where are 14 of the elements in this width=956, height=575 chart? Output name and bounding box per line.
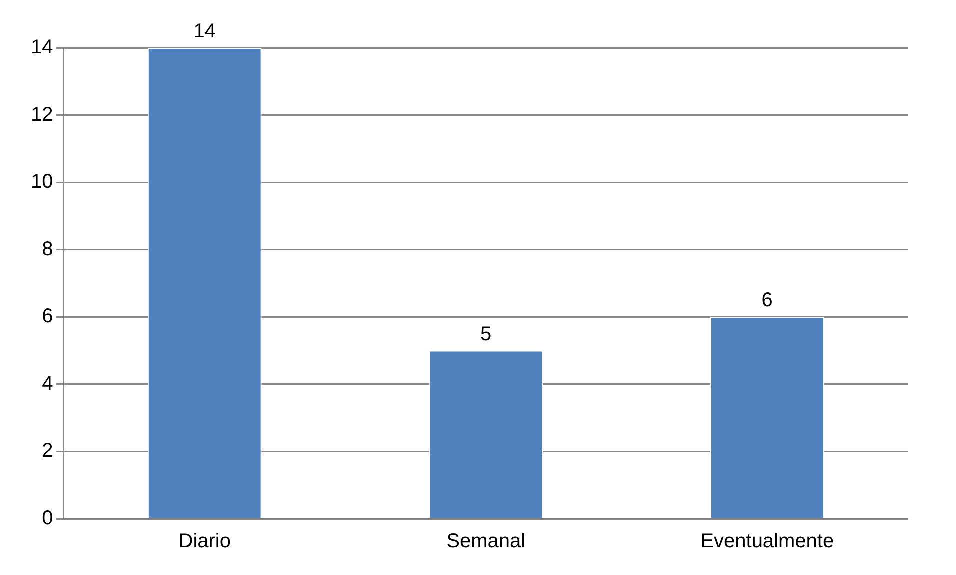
y-tick-label: 14: [30, 36, 54, 59]
x-tick-label: Eventualmente: [700, 530, 834, 553]
y-tick-label: 10: [30, 171, 54, 194]
data-label: 6: [762, 290, 773, 312]
data-label: 5: [480, 323, 492, 346]
y-tick-label: 12: [30, 104, 54, 126]
y-tick-label: 4: [42, 372, 54, 395]
y-tick-label: 0: [42, 508, 54, 530]
y-tick-label: 2: [42, 440, 54, 462]
x-tick-label: Semanal: [446, 530, 526, 553]
y-tick-label: 6: [42, 306, 54, 328]
data-label: 14: [194, 20, 216, 43]
x-tick-label: Diario: [178, 530, 231, 553]
y-tick-label: 8: [42, 238, 54, 260]
